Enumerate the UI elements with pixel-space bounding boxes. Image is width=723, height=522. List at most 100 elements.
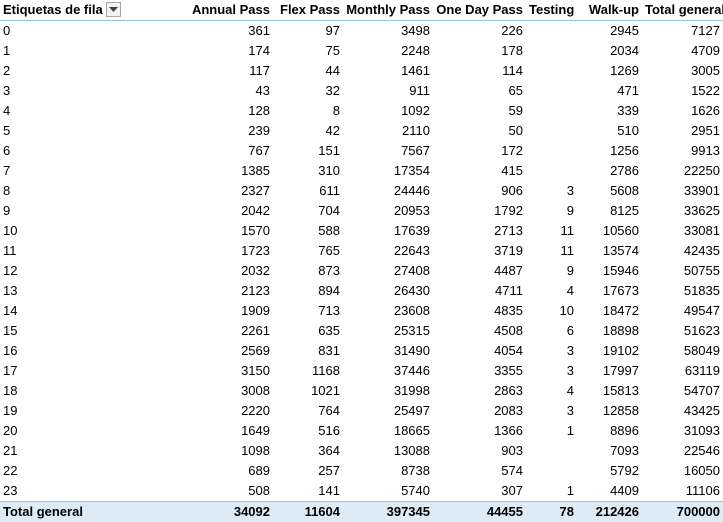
table-cell: 906 <box>433 181 526 201</box>
table-cell: 18665 <box>343 421 433 441</box>
table-cell: 1522 <box>642 81 723 101</box>
table-cell: 9 <box>526 201 577 221</box>
table-cell: 1570 <box>123 221 273 241</box>
table-cell: 3 <box>526 341 577 361</box>
table-cell: 12858 <box>577 401 642 421</box>
column-header-total-general: Total general <box>642 0 723 21</box>
table-cell: 8738 <box>343 461 433 481</box>
table-cell: 33081 <box>642 221 723 241</box>
row-label: 3 <box>0 81 123 101</box>
table-cell: 2248 <box>343 41 433 61</box>
table-cell: 151 <box>273 141 343 161</box>
table-cell: 2945 <box>577 21 642 42</box>
table-cell: 25497 <box>343 401 433 421</box>
grand-total-cell: 34092 <box>123 502 273 522</box>
table-cell: 26430 <box>343 281 433 301</box>
table-cell: 1269 <box>577 61 642 81</box>
row-label: 13 <box>0 281 123 301</box>
table-cell: 4 <box>526 381 577 401</box>
table-cell: 27408 <box>343 261 433 281</box>
row-label: 0 <box>0 21 123 42</box>
table-cell: 2713 <box>433 221 526 241</box>
table-cell <box>526 441 577 461</box>
table-cell: 361 <box>123 21 273 42</box>
table-cell: 239 <box>123 121 273 141</box>
table-cell: 1 <box>526 481 577 502</box>
table-cell: 17673 <box>577 281 642 301</box>
row-label: 20 <box>0 421 123 441</box>
table-cell: 310 <box>273 161 343 181</box>
row-label: 15 <box>0 321 123 341</box>
table-cell: 58049 <box>642 341 723 361</box>
row-label: 1 <box>0 41 123 61</box>
table-cell: 1168 <box>273 361 343 381</box>
table-cell: 3005 <box>642 61 723 81</box>
table-cell: 2083 <box>433 401 526 421</box>
table-cell: 128 <box>123 101 273 121</box>
table-cell: 3008 <box>123 381 273 401</box>
table-cell: 31490 <box>343 341 433 361</box>
table-cell: 510 <box>577 121 642 141</box>
table-cell: 635 <box>273 321 343 341</box>
row-label: 11 <box>0 241 123 261</box>
row-label: 16 <box>0 341 123 361</box>
table-cell: 767 <box>123 141 273 161</box>
table-cell: 588 <box>273 221 343 241</box>
table-cell: 516 <box>273 421 343 441</box>
table-cell: 4487 <box>433 261 526 281</box>
table-cell: 37446 <box>343 361 433 381</box>
row-label: 7 <box>0 161 123 181</box>
table-cell: 65 <box>433 81 526 101</box>
table-cell: 713 <box>273 301 343 321</box>
table-cell <box>526 141 577 161</box>
row-label: 5 <box>0 121 123 141</box>
row-label: 12 <box>0 261 123 281</box>
grand-total-cell: 44455 <box>433 502 526 522</box>
table-cell: 25315 <box>343 321 433 341</box>
table-cell: 13088 <box>343 441 433 461</box>
table-cell: 3719 <box>433 241 526 261</box>
table-cell: 2110 <box>343 121 433 141</box>
table-cell <box>526 61 577 81</box>
table-cell: 13574 <box>577 241 642 261</box>
table-cell: 4508 <box>433 321 526 341</box>
row-label: 4 <box>0 101 123 121</box>
table-cell: 2569 <box>123 341 273 361</box>
table-cell: 3150 <box>123 361 273 381</box>
dropdown-arrow-icon[interactable] <box>106 2 121 17</box>
table-cell: 873 <box>273 261 343 281</box>
table-cell: 32 <box>273 81 343 101</box>
table-cell: 18898 <box>577 321 642 341</box>
table-cell: 8125 <box>577 201 642 221</box>
table-cell: 49547 <box>642 301 723 321</box>
table-cell: 1256 <box>577 141 642 161</box>
grand-total-cell: 397345 <box>343 502 433 522</box>
table-cell: 689 <box>123 461 273 481</box>
table-cell: 6 <box>526 321 577 341</box>
table-cell: 43425 <box>642 401 723 421</box>
table-cell: 17354 <box>343 161 433 181</box>
table-cell: 51835 <box>642 281 723 301</box>
table-cell <box>526 101 577 121</box>
table-cell: 20953 <box>343 201 433 221</box>
table-cell: 31998 <box>343 381 433 401</box>
table-cell <box>526 461 577 481</box>
table-cell: 2951 <box>642 121 723 141</box>
row-label: 14 <box>0 301 123 321</box>
row-labels-header-text: Etiquetas de fila <box>3 2 103 17</box>
table-cell: 24446 <box>343 181 433 201</box>
table-cell: 19102 <box>577 341 642 361</box>
table-cell: 364 <box>273 441 343 461</box>
table-cell: 3 <box>526 361 577 381</box>
